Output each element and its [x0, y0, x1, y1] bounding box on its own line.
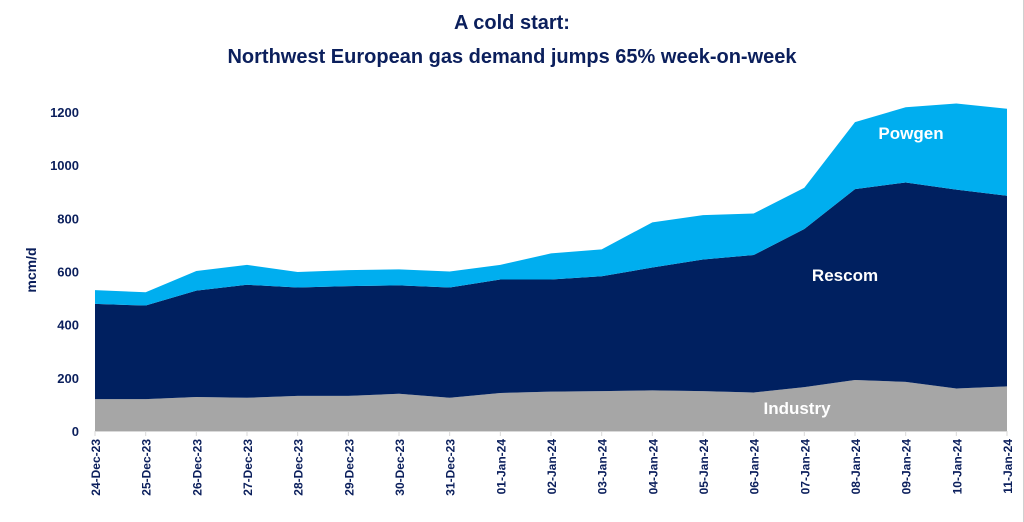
y-axis-label: mcm/d	[23, 247, 39, 292]
series-label-powgen: Powgen	[878, 124, 943, 143]
y-tick-label: 1200	[50, 105, 79, 120]
x-tick-label: 10-Jan-24	[950, 439, 964, 495]
y-tick-label: 800	[57, 211, 79, 226]
x-tick-label: 31-Dec-23	[444, 439, 458, 496]
x-tick-label: 03-Jan-24	[596, 439, 610, 495]
chart-title: A cold start:	[454, 12, 570, 34]
x-tick-label: 08-Jan-24	[849, 439, 863, 495]
area-industry	[95, 379, 1007, 431]
x-tick-label: 27-Dec-23	[241, 439, 255, 496]
x-tick-label: 06-Jan-24	[748, 439, 762, 495]
x-tick-label: 29-Dec-23	[342, 439, 356, 496]
x-tick-label: 07-Jan-24	[798, 439, 812, 495]
x-tick-label: 26-Dec-23	[190, 439, 204, 496]
x-tick-label: 01-Jan-24	[494, 439, 508, 495]
y-tick-label: 200	[57, 371, 79, 386]
area-rescom	[95, 182, 1007, 400]
chart-subtitle: Northwest European gas demand jumps 65% …	[227, 46, 797, 68]
y-tick-label: 600	[57, 265, 79, 280]
series-label-rescom: Rescom	[812, 266, 878, 285]
x-tick-label: 04-Jan-24	[646, 439, 660, 495]
x-tick-label: 05-Jan-24	[697, 439, 711, 495]
area-powgen	[95, 103, 1007, 306]
y-tick-label: 400	[57, 318, 79, 333]
x-tick-label: 09-Jan-24	[900, 439, 914, 495]
x-tick-label: 28-Dec-23	[292, 439, 306, 496]
x-tick-label: 24-Dec-23	[89, 439, 103, 496]
series-label-industry: Industry	[763, 399, 831, 418]
x-tick-label: 11-Jan-24	[1001, 439, 1015, 494]
y-tick-label: 0	[72, 424, 79, 439]
x-tick-label: 30-Dec-23	[393, 439, 407, 496]
x-tick-label: 25-Dec-23	[140, 439, 154, 496]
x-tick-label: 02-Jan-24	[545, 439, 559, 495]
y-tick-label: 1000	[50, 158, 79, 173]
